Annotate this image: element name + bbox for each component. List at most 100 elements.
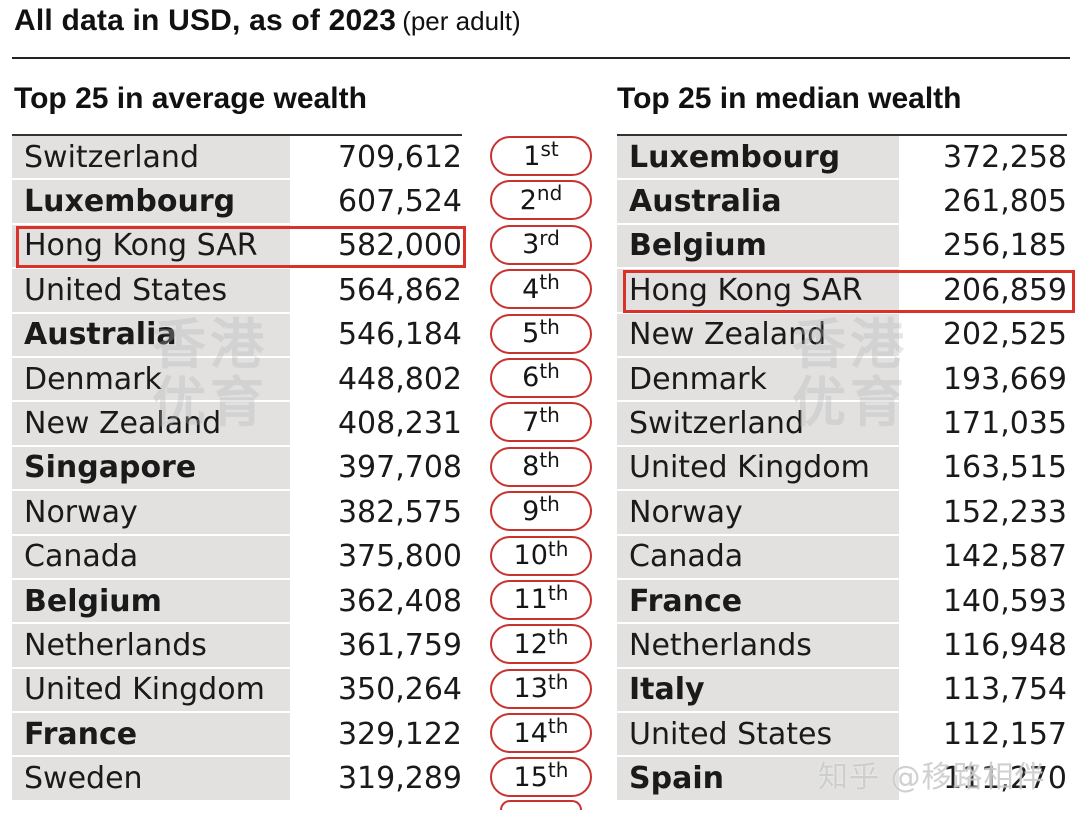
median-wealth-row: Netherlands 116,948 (617, 624, 1067, 669)
title-divider (12, 57, 1070, 59)
rank-suffix: th (539, 447, 560, 472)
rank-suffix: st (540, 137, 559, 161)
average-wealth-value: 362,408 (290, 579, 462, 623)
average-wealth-row: Sweden 319,289 (12, 757, 462, 802)
average-wealth-country: United Kingdom (12, 668, 290, 712)
median-wealth-row: Switzerland 171,035 (617, 402, 1067, 447)
median-wealth-row: New Zealand 202,525 (617, 313, 1067, 358)
average-wealth-country: Switzerland (12, 136, 290, 179)
average-wealth-row: Norway 382,575 (12, 491, 462, 536)
median-wealth-value: 111,270 (899, 757, 1067, 800)
median-wealth-row: Spain 111,270 (617, 757, 1067, 802)
rank-number: 10 (513, 540, 548, 572)
rank-number: 8 (522, 451, 540, 483)
average-wealth-row: Denmark 448,802 (12, 357, 462, 403)
average-wealth-country: France (12, 713, 290, 756)
average-wealth-row: New Zealand 408,231 (12, 402, 462, 447)
average-wealth-value: 350,264 (290, 668, 462, 712)
median-wealth-row: Luxembourg 372,258 (617, 136, 1067, 181)
average-wealth-value: 397,708 (290, 446, 462, 490)
median-wealth-value: 116,948 (899, 624, 1067, 667)
median-wealth-value: 142,587 (899, 535, 1067, 578)
rank-suffix: th (547, 758, 569, 783)
average-wealth-row: Switzerland 709,612 (12, 136, 462, 181)
median-wealth-value: 261,805 (899, 180, 1067, 223)
median-wealth-country: Hong Kong SAR (617, 269, 899, 312)
median-wealth-row: United States 112,157 (617, 713, 1067, 758)
median-wealth-country: Italy (617, 668, 899, 712)
rank-number: 13 (513, 673, 548, 705)
rank-suffix: th (547, 580, 569, 605)
median-wealth-heading: Top 25 in median wealth (617, 82, 962, 115)
average-wealth-country: Hong Kong SAR (12, 224, 290, 268)
median-wealth-value: 202,525 (899, 313, 1067, 356)
median-wealth-row: Australia 261,805 (617, 180, 1067, 225)
average-wealth-value: 709,612 (290, 136, 462, 179)
average-wealth-value: 382,575 (290, 491, 462, 534)
median-wealth-table: Luxembourg 372,258 Australia 261,805 Belgium… (617, 134, 1075, 802)
average-wealth-row: Belgium 362,408 (12, 579, 462, 625)
rank-number: 15 (513, 761, 548, 793)
average-wealth-value: 607,524 (290, 180, 462, 223)
median-wealth-value: 256,185 (899, 224, 1067, 268)
average-wealth-country: Luxembourg (12, 180, 290, 223)
median-wealth-row: Hong Kong SAR 206,859 (617, 269, 1075, 314)
rank-suffix: th (539, 492, 560, 517)
average-wealth-row: United States 564,862 (12, 269, 462, 314)
average-wealth-country: Netherlands (12, 624, 290, 667)
title-main: All data in USD, as of 2023 (14, 4, 397, 37)
rank-suffix: th (539, 270, 560, 295)
rank-suffix: th (539, 314, 560, 339)
rank-number: 2 (519, 184, 537, 216)
median-wealth-value: 372,258 (899, 136, 1067, 179)
rank-suffix: th (539, 358, 560, 383)
median-wealth-country: Canada (617, 535, 899, 578)
median-wealth-country: Denmark (617, 357, 899, 401)
average-wealth-row: Australia 546,184 (12, 313, 462, 358)
rank-number: 9 (522, 495, 540, 527)
average-wealth-row: Luxembourg 607,524 (12, 180, 462, 225)
rank-suffix: rd (539, 225, 560, 250)
median-wealth-row: Italy 113,754 (617, 668, 1067, 714)
median-wealth-value: 152,233 (899, 491, 1067, 534)
median-wealth-country: United Kingdom (617, 446, 899, 490)
median-wealth-value: 113,754 (899, 668, 1067, 712)
median-wealth-country: Norway (617, 491, 899, 534)
median-wealth-country: Australia (617, 180, 899, 223)
average-wealth-value: 448,802 (290, 357, 462, 401)
rank-suffix: th (547, 536, 569, 561)
median-wealth-country: Spain (617, 757, 899, 800)
average-wealth-row: France 329,122 (12, 713, 462, 758)
average-wealth-value: 361,759 (290, 624, 462, 667)
title-subtitle: (per adult) (402, 6, 521, 36)
average-wealth-value: 408,231 (290, 402, 462, 445)
average-wealth-table: Switzerland 709,612 Luxembourg 607,524 Hong … (12, 134, 466, 802)
median-wealth-value: 163,515 (899, 446, 1067, 490)
median-wealth-value: 112,157 (899, 713, 1067, 756)
rank-suffix: th (547, 669, 569, 694)
rank-number: 4 (522, 273, 540, 305)
median-wealth-row: United Kingdom 163,515 (617, 446, 1067, 492)
average-wealth-value: 582,000 (290, 224, 462, 268)
average-wealth-country: Australia (12, 313, 290, 356)
average-wealth-heading: Top 25 in average wealth (14, 82, 367, 115)
rank-number: 7 (522, 406, 540, 438)
median-wealth-country: Belgium (617, 224, 899, 268)
average-wealth-value: 329,122 (290, 713, 462, 756)
rank-badge-next-partial (500, 799, 582, 810)
median-wealth-country: New Zealand (617, 313, 899, 356)
rank-number: 12 (513, 628, 548, 660)
median-wealth-value: 171,035 (899, 402, 1067, 445)
median-wealth-row: Norway 152,233 (617, 491, 1067, 536)
